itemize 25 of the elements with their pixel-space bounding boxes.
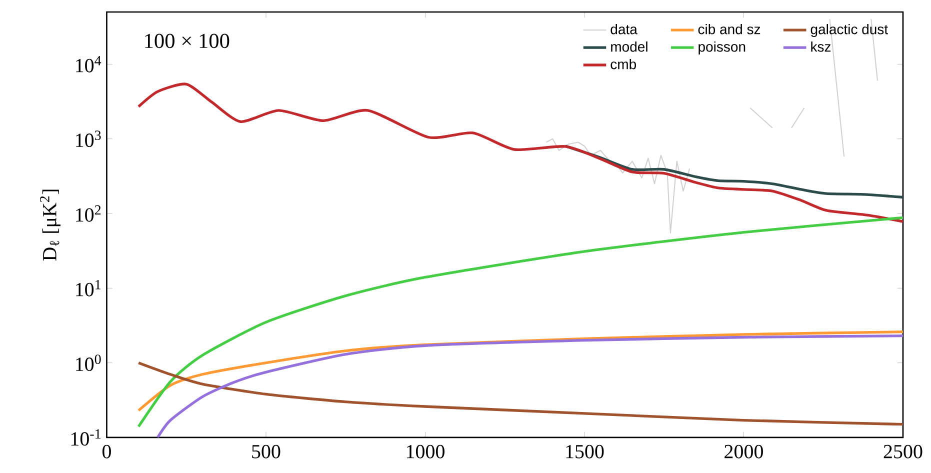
annotation: 100 × 100 bbox=[145, 34, 230, 48]
legend-label: model bbox=[611, 41, 648, 52]
legend-label: cib and sz bbox=[698, 24, 760, 34]
legend-label: ksz bbox=[811, 41, 831, 52]
y-tick-label: 10$^{2}$ bbox=[76, 205, 101, 222]
line-series bbox=[137, 82, 903, 223]
y-tick-label: 10$^{3}$ bbox=[76, 130, 101, 147]
x-tick-label: 2500 bbox=[884, 444, 922, 458]
x-tick-label: 500 bbox=[252, 444, 280, 458]
x-tick-label: 1000 bbox=[406, 444, 444, 458]
line-series bbox=[137, 361, 903, 426]
x-tick-label: 0 bbox=[102, 444, 111, 458]
legend-label: poisson bbox=[698, 41, 746, 54]
x-tick-label: 1500 bbox=[566, 444, 604, 458]
y-tick-label: 10$^{1}$ bbox=[76, 280, 100, 296]
y-tick-label: 10$^{0}$ bbox=[76, 354, 101, 371]
line-series bbox=[156, 334, 903, 438]
y-axis-title: D$_{ℓ}$ [μK$^{2}$] bbox=[40, 190, 60, 260]
legend-label: galactic dust bbox=[810, 24, 888, 37]
legend-label: data bbox=[610, 24, 638, 34]
line-series bbox=[137, 216, 903, 428]
y-tick-label: 10$^{-1}$ bbox=[71, 429, 100, 446]
y-tick-label: 10$^{4}$ bbox=[76, 56, 102, 72]
x-tick-label: 2000 bbox=[724, 444, 763, 458]
legend-label: cmb bbox=[610, 58, 636, 70]
